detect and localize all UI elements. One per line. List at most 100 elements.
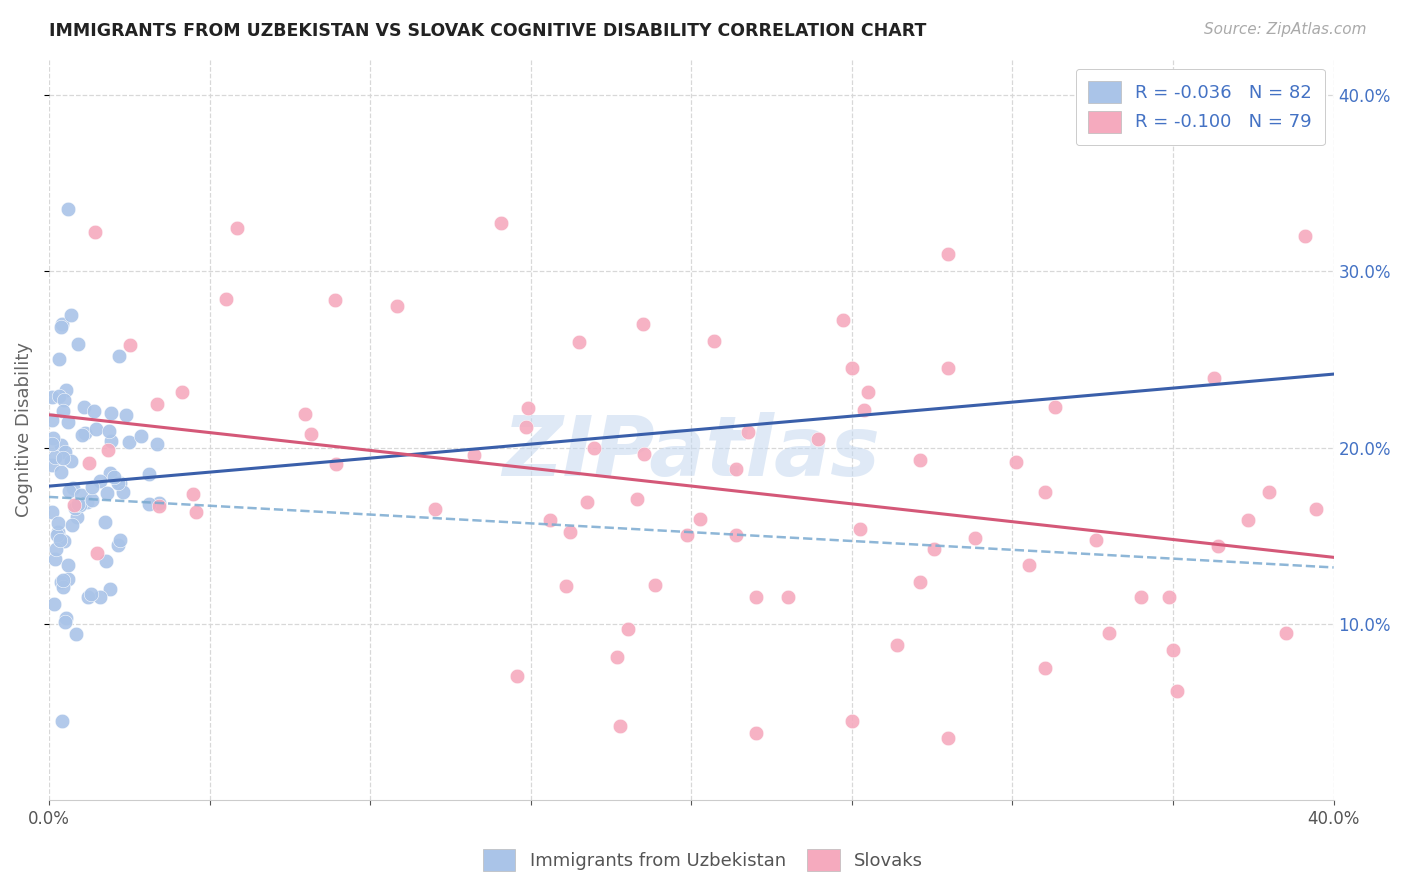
Point bbox=[97, 443, 120, 458]
Point bbox=[841, 714, 863, 728]
Point bbox=[129, 429, 152, 443]
Point bbox=[214, 292, 236, 306]
Text: ZIPatlas: ZIPatlas bbox=[502, 411, 880, 492]
Point bbox=[138, 467, 160, 482]
Point bbox=[385, 299, 408, 313]
Point bbox=[910, 452, 932, 467]
Point bbox=[107, 539, 129, 553]
Point bbox=[69, 488, 91, 502]
Point bbox=[555, 579, 578, 593]
Point bbox=[53, 615, 76, 629]
Point bbox=[1129, 591, 1152, 605]
Point bbox=[56, 572, 79, 586]
Point bbox=[115, 408, 138, 422]
Point bbox=[41, 437, 63, 451]
Point bbox=[225, 220, 247, 235]
Point bbox=[807, 432, 830, 446]
Point bbox=[936, 246, 959, 260]
Point bbox=[41, 458, 63, 473]
Point bbox=[108, 349, 131, 363]
Point bbox=[108, 533, 131, 547]
Point bbox=[138, 497, 160, 511]
Point bbox=[84, 422, 107, 436]
Point bbox=[58, 483, 80, 498]
Point bbox=[98, 582, 121, 596]
Point bbox=[841, 361, 863, 376]
Point bbox=[644, 578, 666, 592]
Point bbox=[1206, 539, 1229, 553]
Point bbox=[77, 456, 100, 470]
Point bbox=[558, 525, 581, 540]
Point bbox=[67, 497, 90, 511]
Point bbox=[506, 669, 529, 683]
Point bbox=[96, 486, 118, 500]
Point bbox=[52, 404, 75, 418]
Point bbox=[1005, 455, 1028, 469]
Point bbox=[936, 361, 959, 376]
Point bbox=[294, 407, 316, 421]
Point bbox=[631, 317, 654, 331]
Point bbox=[576, 495, 599, 509]
Point bbox=[76, 494, 98, 508]
Point bbox=[676, 528, 699, 542]
Point bbox=[886, 638, 908, 652]
Point bbox=[59, 454, 82, 468]
Legend: Immigrants from Uzbekistan, Slovaks: Immigrants from Uzbekistan, Slovaks bbox=[475, 842, 931, 879]
Point bbox=[325, 458, 347, 472]
Point bbox=[776, 591, 799, 605]
Point bbox=[80, 586, 103, 600]
Point bbox=[1166, 684, 1188, 698]
Point bbox=[89, 591, 111, 605]
Point bbox=[55, 384, 77, 398]
Point bbox=[49, 533, 72, 547]
Point bbox=[73, 425, 96, 440]
Point bbox=[724, 528, 747, 542]
Point bbox=[1204, 370, 1226, 384]
Point bbox=[725, 462, 748, 476]
Point bbox=[51, 317, 73, 331]
Point bbox=[832, 312, 855, 326]
Point bbox=[53, 533, 76, 548]
Point bbox=[963, 531, 986, 545]
Point bbox=[62, 481, 84, 495]
Point bbox=[51, 714, 73, 728]
Point bbox=[53, 445, 76, 459]
Point bbox=[516, 401, 538, 416]
Point bbox=[98, 467, 121, 481]
Point bbox=[107, 476, 129, 491]
Point bbox=[856, 384, 879, 399]
Point bbox=[41, 505, 63, 519]
Point bbox=[44, 552, 66, 566]
Point bbox=[852, 403, 875, 417]
Point bbox=[1157, 591, 1180, 605]
Point bbox=[46, 528, 69, 542]
Point bbox=[41, 431, 63, 445]
Point bbox=[65, 626, 87, 640]
Point bbox=[48, 352, 70, 367]
Point bbox=[111, 484, 134, 499]
Legend: R = -0.036   N = 82, R = -0.100   N = 79: R = -0.036 N = 82, R = -0.100 N = 79 bbox=[1076, 69, 1324, 145]
Point bbox=[626, 492, 648, 507]
Point bbox=[100, 406, 122, 420]
Point bbox=[62, 498, 84, 512]
Point bbox=[56, 416, 79, 430]
Point bbox=[63, 501, 86, 516]
Point bbox=[299, 426, 322, 441]
Point bbox=[44, 450, 66, 465]
Point bbox=[58, 202, 80, 217]
Point bbox=[609, 719, 631, 733]
Point bbox=[108, 475, 131, 490]
Point bbox=[100, 434, 122, 449]
Point bbox=[53, 393, 76, 408]
Point bbox=[908, 574, 931, 589]
Point bbox=[1045, 400, 1067, 414]
Point bbox=[52, 573, 75, 587]
Point bbox=[1258, 484, 1281, 499]
Point bbox=[148, 496, 170, 510]
Point bbox=[936, 731, 959, 746]
Point bbox=[463, 448, 485, 462]
Point bbox=[633, 447, 655, 461]
Point bbox=[48, 516, 70, 530]
Text: IMMIGRANTS FROM UZBEKISTAN VS SLOVAK COGNITIVE DISABILITY CORRELATION CHART: IMMIGRANTS FROM UZBEKISTAN VS SLOVAK COG… bbox=[49, 22, 927, 40]
Point bbox=[41, 412, 63, 426]
